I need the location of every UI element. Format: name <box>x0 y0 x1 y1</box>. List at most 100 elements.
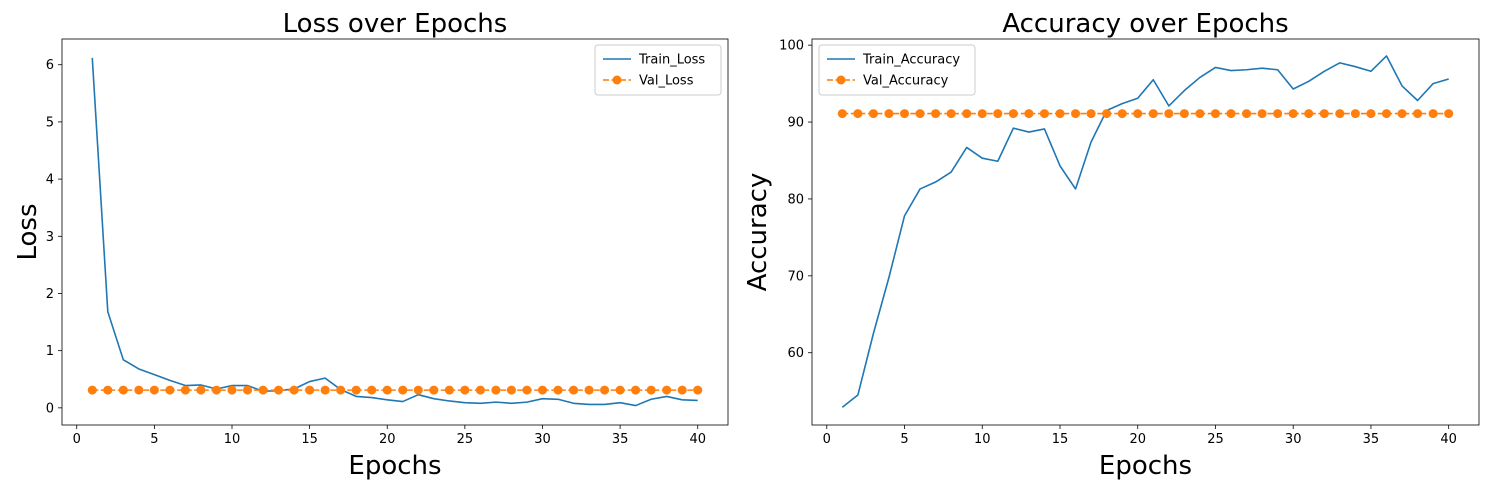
data-point <box>382 385 392 395</box>
data-point <box>962 109 972 119</box>
data-point <box>662 385 672 395</box>
data-point <box>398 385 408 395</box>
y-tick-label: 70 <box>787 269 804 284</box>
data-point <box>134 385 144 395</box>
data-point <box>915 109 925 119</box>
legend-label: Train_Loss <box>638 53 705 68</box>
y-tick-label: 3 <box>46 230 54 245</box>
data-point <box>351 385 361 395</box>
data-point <box>165 385 175 395</box>
data-point <box>1055 109 1065 119</box>
data-point <box>1381 109 1391 119</box>
data-point <box>537 385 547 395</box>
data-point <box>475 385 485 395</box>
data-point <box>460 385 470 395</box>
data-point <box>1008 109 1018 119</box>
y-tick-label: 6 <box>46 58 54 73</box>
data-point <box>320 385 330 395</box>
x-tick-label: 40 <box>1440 432 1457 447</box>
data-point <box>853 109 863 119</box>
data-point <box>584 385 594 395</box>
data-point <box>631 385 641 395</box>
x-tick-label: 15 <box>1052 432 1069 447</box>
legend-label: Val_Accuracy <box>863 74 949 89</box>
plot-area <box>811 38 1480 426</box>
x-tick-label: 30 <box>534 432 551 447</box>
data-point <box>491 385 501 395</box>
legend-box <box>594 44 722 96</box>
data-point <box>522 385 532 395</box>
data-point <box>993 109 1003 119</box>
data-point <box>367 385 377 395</box>
data-point <box>553 385 563 395</box>
legend-label: Train_Accuracy <box>862 53 960 68</box>
x-tick-label: 10 <box>224 432 241 447</box>
data-point <box>258 385 268 395</box>
data-point <box>180 385 190 395</box>
y-tick-label: 60 <box>787 346 804 361</box>
data-point <box>196 385 206 395</box>
data-point <box>1335 109 1345 119</box>
x-tick-label: 35 <box>1363 432 1380 447</box>
y-tick-label: 0 <box>46 401 54 416</box>
chart-panel-1: Loss over Epochs 0 5 10 15 20 25 30 35 40 0 1 2 3 4 5 6 E… <box>13 9 729 481</box>
data-point <box>336 385 346 395</box>
data-point <box>1195 109 1205 119</box>
data-point <box>1179 109 1189 119</box>
series-line <box>91 57 698 407</box>
data-point <box>103 385 113 395</box>
x-tick-label: 40 <box>689 432 706 447</box>
data-point <box>931 109 941 119</box>
x-tick-label: 0 <box>823 432 831 447</box>
data-point <box>444 385 454 395</box>
series-Val_Loss <box>87 385 703 395</box>
data-point <box>569 385 579 395</box>
data-point <box>1210 109 1220 119</box>
data-point <box>615 385 625 395</box>
data-point <box>1242 109 1252 119</box>
data-point <box>646 385 656 395</box>
plot-area <box>61 38 729 426</box>
series-Val_Accuracy <box>837 109 1454 119</box>
data-point <box>868 109 878 119</box>
data-point <box>429 385 439 395</box>
data-point <box>1444 109 1454 119</box>
chart-title: Loss over Epochs <box>283 9 508 39</box>
y-axis-label: Accuracy <box>743 173 773 292</box>
data-point <box>1257 109 1267 119</box>
x-tick-label: 35 <box>612 432 629 447</box>
data-point <box>1133 109 1143 119</box>
data-point <box>900 109 910 119</box>
data-point <box>1350 109 1360 119</box>
x-tick-label: 15 <box>301 432 318 447</box>
y-axis-label: Loss <box>13 203 43 260</box>
data-point <box>211 385 221 395</box>
y-tick-label: 80 <box>787 192 804 207</box>
x-axis-label: Epochs <box>348 451 441 481</box>
data-point <box>977 109 987 119</box>
x-axis-label: Epochs <box>1099 451 1192 481</box>
chart-panel-2: Accuracy over Epochs 0 5 10 15 20 25 30 35 40 60 70… <box>743 9 1480 481</box>
x-tick-label: 10 <box>974 432 991 447</box>
data-point <box>837 109 847 119</box>
y-tick-label: 4 <box>46 173 54 188</box>
data-point <box>305 385 315 395</box>
x-tick-label: 25 <box>457 432 474 447</box>
data-point <box>227 385 237 395</box>
data-point <box>1039 109 1049 119</box>
x-tick-label: 20 <box>379 432 396 447</box>
legend-marker <box>836 75 846 85</box>
legend-marker <box>612 75 622 85</box>
data-point <box>1428 109 1438 119</box>
data-point <box>149 385 159 395</box>
x-tick-label: 5 <box>900 432 908 447</box>
y-tick-label: 1 <box>46 344 54 359</box>
legend: Train_Loss Val_Loss <box>594 44 722 96</box>
y-tick-label: 90 <box>787 116 804 131</box>
data-point <box>1288 109 1298 119</box>
data-point <box>1319 109 1329 119</box>
data-point <box>1273 109 1283 119</box>
legend-label: Val_Loss <box>639 74 694 89</box>
x-tick-label: 20 <box>1129 432 1146 447</box>
